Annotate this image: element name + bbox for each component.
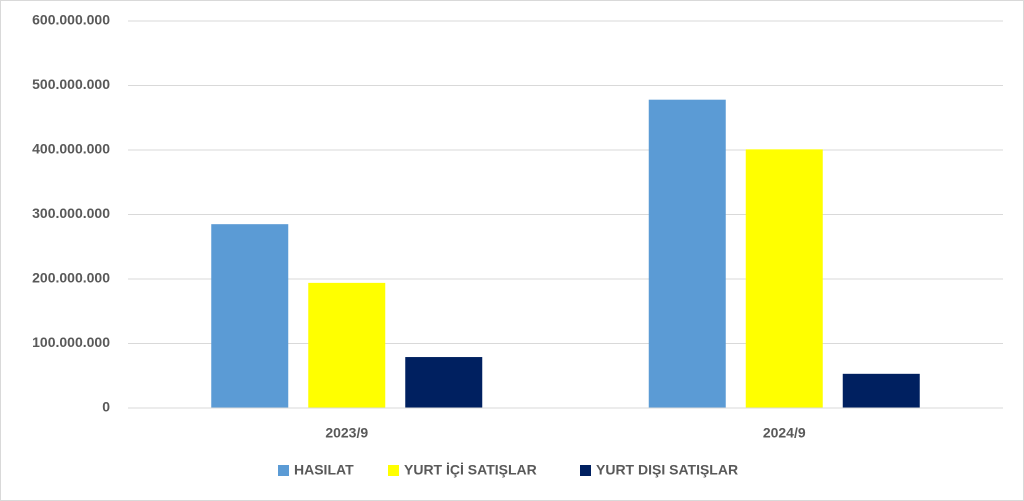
legend-label: YURT İÇİ SATIŞLAR [404,462,537,478]
legend-swatch [388,465,399,476]
bar [211,224,289,408]
y-tick-label: 400.000.000 [32,141,110,157]
y-tick-label: 500.000.000 [32,76,110,92]
bar [648,99,726,408]
y-tick-label: 200.000.000 [32,270,110,286]
legend-swatch [278,465,289,476]
y-tick-label: 300.000.000 [32,205,110,221]
bar [745,149,823,409]
bar [308,282,386,408]
bar [842,373,920,408]
legend-swatch [580,465,591,476]
x-tick-label: 2023/9 [325,425,368,441]
bar [405,357,483,408]
legend-label: HASILAT [294,462,354,478]
y-tick-label: 0 [102,399,110,415]
legend-label: YURT DIŞI SATIŞLAR [596,462,738,478]
x-tick-label: 2024/9 [763,425,806,441]
y-tick-label: 100.000.000 [32,334,110,350]
y-tick-label: 600.000.000 [32,12,110,28]
